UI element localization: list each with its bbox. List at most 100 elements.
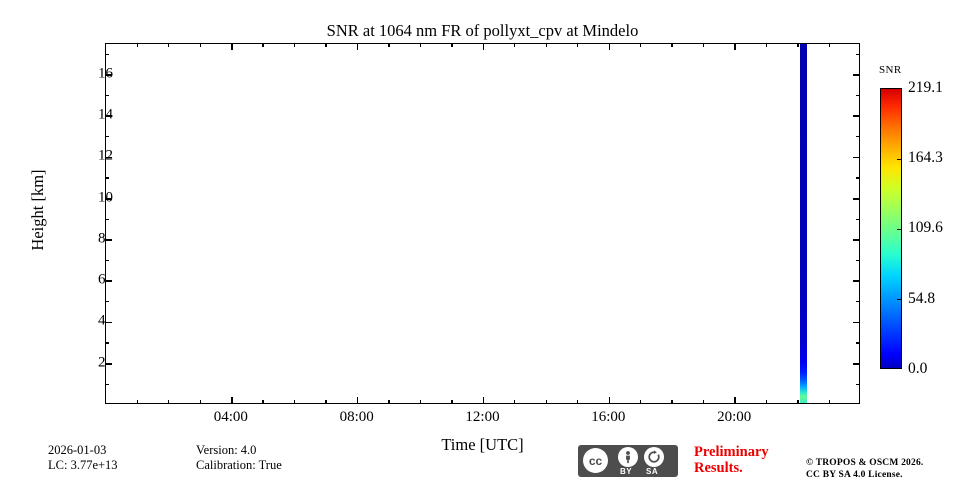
x-axis-minor-tick [514, 43, 516, 47]
x-axis-minor-tick [168, 400, 170, 404]
y-axis-minor-tick [856, 259, 860, 262]
x-axis-major-tick [356, 43, 359, 50]
page-title: SNR at 1064 nm FR of pollyxt_cpv at Mind… [326, 21, 639, 40]
x-axis-minor-tick [199, 43, 201, 47]
x-axis-minor-tick [136, 43, 138, 47]
x-axis-minor-tick [702, 43, 705, 47]
y-axis-tick-label: 16 [98, 65, 113, 82]
colorbar-tick-label: 0.0 [908, 360, 928, 377]
y-axis-minor-tick [105, 383, 109, 385]
y-axis-major-tick [853, 156, 860, 159]
cc-logo-text: cc [588, 453, 603, 468]
data-column [800, 44, 807, 403]
x-axis-minor-tick [671, 400, 673, 404]
colorbar-title: SNR [879, 64, 902, 76]
y-axis-minor-tick [105, 301, 109, 303]
preliminary-line-2: Results. [694, 460, 743, 476]
cc-sa-label: SA [646, 467, 659, 476]
x-axis-minor-tick [828, 43, 831, 47]
x-axis-minor-tick [325, 43, 327, 47]
copyright-line-1: © TROPOS & OSCM 2026. [806, 458, 924, 468]
y-axis-tick-label: 14 [98, 106, 113, 123]
x-axis-minor-tick [451, 43, 453, 47]
cc-attribution-icon [618, 447, 638, 467]
y-axis-tick-label: 8 [98, 230, 106, 247]
x-axis-minor-tick [451, 400, 453, 404]
colorbar-tick [897, 158, 902, 160]
footer-calibration: Calibration: True [196, 458, 282, 472]
y-axis-minor-tick [856, 53, 860, 55]
y-axis-tick-label: 12 [98, 147, 113, 164]
x-axis-minor-tick [797, 400, 799, 404]
x-axis-major-tick [734, 43, 736, 50]
cc-sharealike-icon [644, 447, 664, 467]
y-axis-minor-tick [105, 53, 109, 55]
x-axis-tick-label: 08:00 [339, 409, 374, 425]
x-axis-tick-label: 12:00 [465, 409, 500, 425]
x-axis-minor-tick [828, 400, 831, 404]
y-axis-minor-tick [105, 177, 109, 179]
y-axis-major-tick [853, 321, 860, 324]
x-axis-minor-tick [702, 400, 705, 404]
x-axis-minor-tick [419, 400, 422, 404]
colorbar-tick-label: 109.6 [908, 219, 943, 237]
preliminary-line-1: Preliminary [694, 444, 769, 460]
y-axis-major-tick [105, 362, 112, 365]
x-axis-minor-tick [639, 400, 642, 404]
x-axis-minor-tick [514, 400, 516, 404]
footer-lidar-constant: LC: 3.77e+13 [48, 458, 118, 472]
x-axis-minor-tick [545, 400, 547, 404]
footer-version: Version: 4.0 [196, 443, 257, 457]
y-axis-major-tick [105, 74, 112, 76]
x-axis-major-tick [734, 397, 736, 404]
x-axis-major-tick [356, 397, 359, 404]
cc-logo-icon: cc [583, 448, 608, 473]
x-axis-minor-tick [639, 43, 642, 47]
copyright-line-2: CC BY SA 4.0 License. [806, 470, 903, 480]
y-axis-minor-tick [105, 259, 109, 262]
x-axis-major-tick [231, 397, 233, 404]
x-axis-minor-tick [577, 43, 579, 47]
person-icon [626, 451, 630, 464]
y-axis-tick-label: 4 [98, 312, 106, 329]
y-axis-minor-tick [105, 94, 109, 97]
y-axis-major-tick [853, 74, 860, 76]
y-axis-minor-tick [105, 342, 109, 344]
preliminary-results-notice: Preliminary Results. [694, 444, 769, 476]
y-axis-minor-tick [856, 94, 860, 97]
x-axis-tick-label: 20:00 [717, 409, 752, 425]
x-axis-minor-tick [388, 43, 390, 47]
y-axis-major-tick [105, 197, 112, 200]
plot-axes [105, 43, 860, 404]
y-axis-tick-label: 10 [98, 189, 113, 206]
x-axis-major-tick [231, 43, 233, 50]
x-axis-label: Time [UTC] [441, 435, 524, 454]
footer-date: 2026-01-03 [48, 443, 107, 457]
colorbar-tick-label: 164.3 [908, 149, 943, 167]
colorbar-tick [897, 299, 902, 301]
y-axis-minor-tick [105, 218, 109, 220]
x-axis-minor-tick [325, 400, 327, 404]
colorbar-tick-label: 54.8 [908, 289, 936, 307]
y-axis-major-tick [105, 321, 112, 324]
y-axis-major-tick [105, 280, 112, 283]
y-axis-minor-tick [105, 136, 109, 138]
x-axis-minor-tick [136, 400, 138, 404]
y-axis-major-tick [105, 239, 112, 241]
x-axis-minor-tick [293, 43, 296, 47]
y-axis-tick-label: 6 [98, 271, 106, 288]
y-axis-minor-tick [856, 383, 860, 385]
x-axis-minor-tick [765, 400, 768, 404]
y-axis-major-tick [105, 156, 112, 159]
copyright-notice: © TROPOS & OSCM 2026. CC BY SA 4.0 Licen… [806, 457, 923, 481]
y-axis-major-tick [105, 115, 112, 117]
x-axis-minor-tick [765, 43, 768, 47]
x-axis-major-tick [608, 397, 611, 404]
cc-by-label: BY [620, 467, 633, 476]
y-axis-label: Height [km] [28, 169, 47, 251]
x-axis-minor-tick [262, 43, 264, 47]
x-axis-minor-tick [199, 400, 201, 404]
x-axis-major-tick [482, 397, 485, 404]
x-axis-minor-tick [419, 43, 422, 47]
